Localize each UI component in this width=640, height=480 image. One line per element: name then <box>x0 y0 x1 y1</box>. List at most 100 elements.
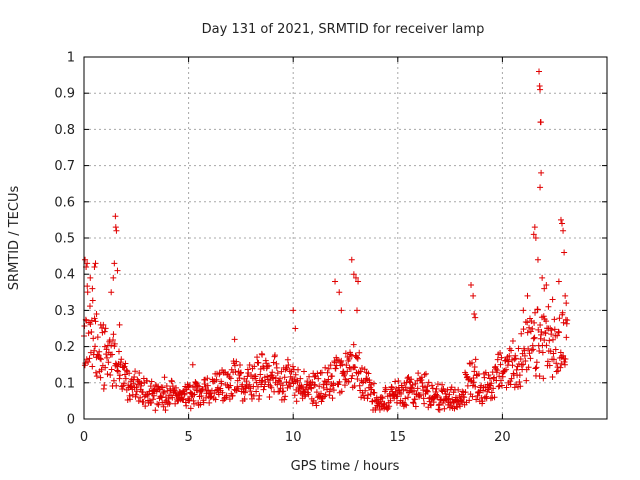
data-point <box>364 391 371 398</box>
data-point <box>530 231 537 238</box>
data-point <box>330 387 337 394</box>
data-point <box>325 365 332 372</box>
chart-title: Day 131 of 2021, SRMTID for receiver lam… <box>202 22 485 37</box>
data-point <box>561 249 568 256</box>
data-point <box>551 326 558 333</box>
data-point <box>266 377 273 384</box>
data-point <box>87 321 94 328</box>
data-point <box>226 374 233 381</box>
data-point <box>546 362 553 369</box>
data-point <box>354 376 361 383</box>
data-point <box>325 376 332 383</box>
data-point <box>560 227 567 234</box>
data-point <box>112 224 119 231</box>
data-point <box>401 401 408 408</box>
data-point <box>558 360 565 367</box>
y-tick-label: 0.4 <box>54 268 75 283</box>
data-point <box>183 402 190 409</box>
data-point <box>327 386 334 393</box>
data-point <box>341 382 348 389</box>
data-point <box>255 359 262 366</box>
data-point <box>411 396 418 403</box>
data-point <box>421 371 428 378</box>
data-point <box>457 403 464 410</box>
data-point <box>534 256 541 263</box>
data-point <box>468 282 475 289</box>
data-point <box>86 303 93 310</box>
data-point <box>531 334 538 341</box>
data-point <box>86 355 93 362</box>
data-point <box>527 355 534 362</box>
data-point <box>550 350 557 357</box>
data-point <box>338 307 345 314</box>
data-point <box>402 384 409 391</box>
data-point <box>186 397 193 404</box>
data-point <box>332 278 339 285</box>
data-point <box>420 395 427 402</box>
data-point <box>266 362 273 369</box>
data-point <box>284 356 291 363</box>
data-point <box>422 370 429 377</box>
data-point <box>414 385 421 392</box>
data-point <box>306 373 313 380</box>
data-point <box>379 395 386 402</box>
data-point <box>203 387 210 394</box>
data-point <box>278 368 285 375</box>
data-point <box>353 354 360 361</box>
data-point <box>189 361 196 368</box>
data-point <box>94 334 101 341</box>
data-point <box>246 381 253 388</box>
data-point <box>250 392 257 399</box>
data-point <box>127 396 134 403</box>
data-point <box>355 278 362 285</box>
data-point <box>469 393 476 400</box>
data-point <box>361 366 368 373</box>
data-point <box>219 389 226 396</box>
data-point <box>295 366 302 373</box>
data-point <box>557 364 564 371</box>
data-point <box>144 377 151 384</box>
data-point <box>532 309 539 316</box>
data-point <box>169 394 176 401</box>
data-point <box>370 380 377 387</box>
data-point <box>487 395 494 402</box>
data-point <box>532 235 539 241</box>
data-point <box>248 371 255 378</box>
y-tick-label: 0 <box>67 413 75 428</box>
data-point <box>146 388 153 395</box>
data-point <box>240 388 247 395</box>
data-point <box>536 347 543 354</box>
data-point <box>92 260 99 267</box>
data-point <box>525 345 532 352</box>
data-point <box>553 368 560 375</box>
data-point <box>293 398 300 405</box>
data-point <box>549 296 556 303</box>
data-point <box>318 369 325 376</box>
data-point <box>191 391 198 398</box>
data-point <box>395 377 402 384</box>
data-point <box>312 382 319 389</box>
data-point <box>215 391 222 398</box>
data-point <box>82 256 89 263</box>
data-point <box>521 347 528 354</box>
data-point <box>113 227 120 234</box>
data-point <box>402 395 409 402</box>
data-point <box>546 337 553 344</box>
data-point <box>261 383 268 390</box>
data-point <box>269 369 276 376</box>
data-point <box>101 328 108 335</box>
data-point <box>540 375 547 382</box>
data-point <box>226 396 233 403</box>
data-point <box>503 384 510 391</box>
data-point <box>475 371 482 378</box>
data-point <box>555 329 562 336</box>
data-point <box>347 351 354 358</box>
data-point <box>311 381 318 388</box>
data-point <box>490 385 497 392</box>
data-point <box>126 370 133 377</box>
data-point <box>418 374 425 381</box>
data-point <box>270 359 277 366</box>
data-point <box>194 382 201 389</box>
data-point <box>329 373 336 380</box>
data-point <box>114 267 121 274</box>
